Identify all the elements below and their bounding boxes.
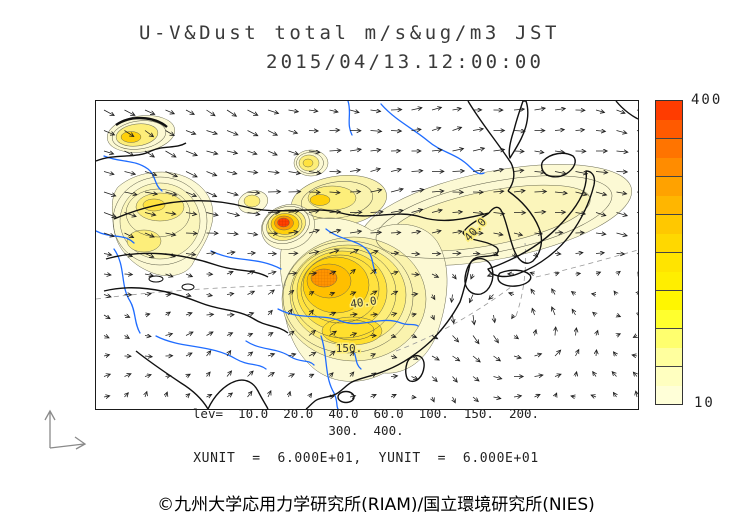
axis-indicator-icon [44, 409, 87, 450]
colorbar-segment [656, 385, 682, 404]
contour-levels-line1: lev= 10.0 20.0 40.0 60.0 100. 150. 200. [192, 406, 540, 421]
colorbar-segment [656, 252, 682, 272]
contour-levels-line2: 300. 400. [328, 423, 404, 438]
vector-units-line: XUNIT = 6.000E+01, YUNIT = 6.000E+01 [193, 451, 539, 466]
contour-line-layer [111, 120, 613, 354]
river-layer [96, 101, 485, 409]
wind-vector-layer [103, 107, 638, 402]
contour-label: 150. [336, 342, 363, 355]
colorbar-segment [656, 101, 682, 120]
colorbar-segment [656, 195, 682, 214]
colorbar-segment [656, 138, 682, 158]
colorbar-segment [656, 233, 682, 252]
colorbar-segment [656, 271, 682, 290]
chart-timestamp: 2015/04/13.12:00:00 [266, 51, 545, 73]
colorbar-segment [656, 176, 682, 196]
chart-title: U-V&Dust total m/s&ug/m3 JST [139, 22, 561, 44]
colorbar-segment [656, 328, 682, 348]
colorbar [655, 100, 683, 405]
dust-fill-layer [106, 115, 632, 382]
colorbar-segment [656, 119, 682, 138]
map-plot-frame: 40.0 40.0 150. [95, 100, 639, 410]
colorbar-segment [656, 309, 682, 328]
colorbar-segment [656, 366, 682, 386]
contour-label: 40.0 [349, 294, 377, 311]
colorbar-segment [656, 290, 682, 310]
colorbar-min-label: 10 [694, 395, 715, 411]
colorbar-segment [656, 157, 682, 176]
copyright-text: ©九州大学応用力学研究所(RIAM)/国立環境研究所(NIES) [157, 495, 595, 515]
colorbar-max-label: 400 [691, 92, 723, 108]
colorbar-segment [656, 214, 682, 234]
colorbar-segment [656, 347, 682, 366]
